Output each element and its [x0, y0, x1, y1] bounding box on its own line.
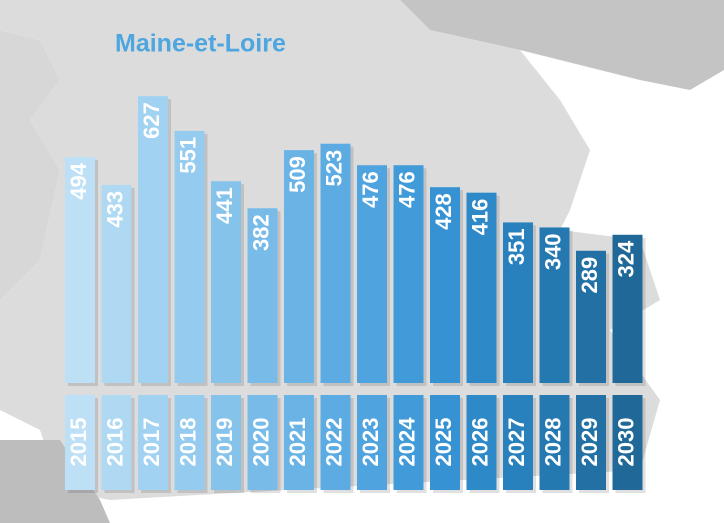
value-label: 433	[102, 191, 127, 228]
bar	[503, 222, 533, 383]
value-label: 509	[285, 156, 310, 193]
x-tick-label: 2016	[102, 418, 127, 467]
bar	[393, 165, 424, 383]
year-box	[539, 395, 570, 490]
value-label: 441	[212, 187, 237, 224]
bar	[284, 150, 314, 383]
year-box	[612, 395, 643, 490]
year-box	[284, 395, 314, 490]
value-label: 289	[577, 257, 602, 294]
x-tick-label: 2019	[212, 418, 237, 467]
bar	[101, 184, 132, 383]
chart-title: Maine-et-Loire	[115, 30, 286, 58]
value-label: 351	[504, 228, 529, 265]
bar	[174, 130, 205, 383]
map-region	[0, 30, 60, 300]
x-tick-label: 2028	[540, 418, 565, 467]
value-label: 523	[321, 150, 346, 187]
year-box	[320, 395, 351, 490]
year-box	[65, 395, 95, 490]
map-region	[0, 440, 110, 523]
x-tick-label: 2015	[66, 418, 91, 467]
x-tick-label: 2026	[467, 418, 492, 467]
bar	[247, 208, 278, 383]
year-box	[503, 395, 533, 490]
x-tick-label: 2017	[139, 418, 164, 467]
year-box	[393, 395, 424, 490]
x-tick-label: 2027	[504, 418, 529, 467]
bar	[612, 234, 643, 383]
bar	[576, 250, 606, 383]
year-box	[101, 395, 132, 490]
x-tick-label: 2030	[613, 418, 638, 467]
map-region	[400, 0, 724, 90]
value-label: 340	[540, 233, 565, 270]
bar	[539, 227, 570, 383]
value-label: 627	[139, 102, 164, 139]
value-label: 551	[175, 137, 200, 174]
year-box	[247, 395, 278, 490]
value-label: 476	[358, 171, 383, 208]
bar	[138, 96, 168, 384]
bar	[357, 165, 387, 383]
year-box	[138, 395, 168, 490]
year-box	[466, 395, 497, 490]
bar	[466, 192, 497, 383]
value-label: 494	[66, 162, 91, 199]
x-tick-label: 2025	[431, 418, 456, 467]
bar	[320, 143, 351, 383]
x-tick-label: 2022	[321, 418, 346, 467]
value-label: 382	[248, 214, 273, 251]
bar	[65, 156, 95, 383]
year-box	[211, 395, 241, 490]
x-tick-label: 2023	[358, 418, 383, 467]
x-tick-label: 2018	[175, 418, 200, 467]
x-tick-label: 2021	[285, 418, 310, 467]
year-box	[576, 395, 606, 490]
year-box	[357, 395, 387, 490]
year-box	[430, 395, 460, 490]
value-label: 416	[467, 199, 492, 236]
bar	[430, 187, 460, 383]
bar	[211, 181, 241, 383]
year-box	[174, 395, 205, 490]
value-label: 476	[394, 171, 419, 208]
value-label: 324	[613, 240, 638, 277]
value-label: 428	[431, 193, 456, 230]
x-tick-label: 2029	[577, 418, 602, 467]
x-tick-label: 2024	[394, 417, 419, 467]
x-tick-label: 2020	[248, 418, 273, 467]
